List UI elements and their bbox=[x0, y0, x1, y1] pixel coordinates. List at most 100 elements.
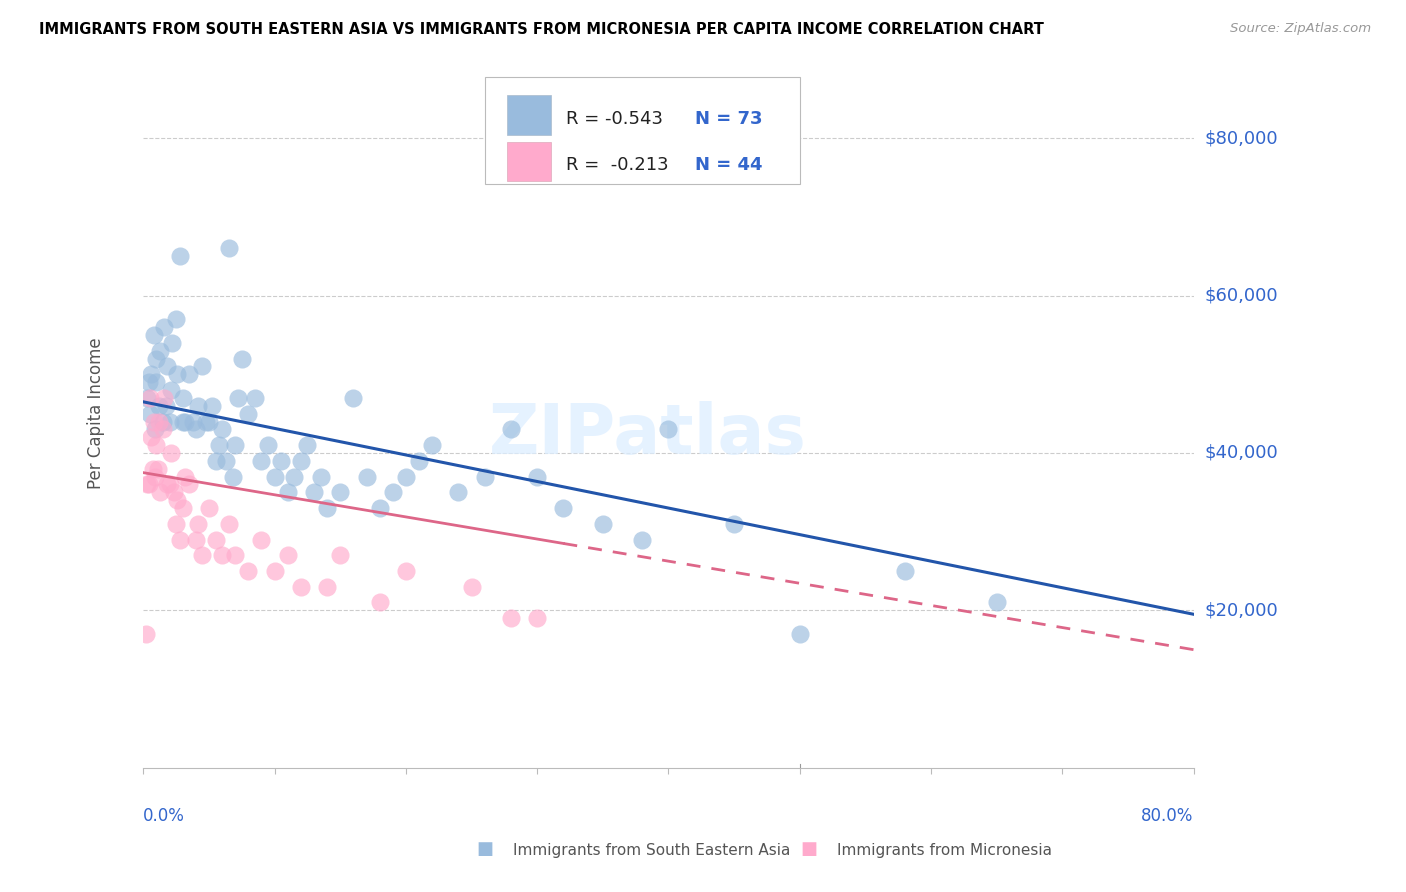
Point bbox=[238, 564, 260, 578]
Point bbox=[263, 469, 285, 483]
Point bbox=[204, 454, 226, 468]
Point bbox=[145, 351, 167, 366]
Text: ■: ■ bbox=[800, 840, 817, 858]
Point bbox=[136, 391, 159, 405]
Text: IMMIGRANTS FROM SOUTH EASTERN ASIA VS IMMIGRANTS FROM MICRONESIA PER CAPITA INCO: IMMIGRANTS FROM SOUTH EASTERN ASIA VS IM… bbox=[39, 22, 1045, 37]
Point bbox=[218, 516, 240, 531]
Point bbox=[198, 501, 221, 516]
Point bbox=[257, 438, 280, 452]
Text: 0.0%: 0.0% bbox=[143, 806, 186, 824]
Point bbox=[148, 415, 170, 429]
Point bbox=[181, 415, 204, 429]
Point bbox=[592, 516, 614, 531]
Point bbox=[160, 446, 183, 460]
Text: $80,000: $80,000 bbox=[1205, 129, 1278, 147]
Text: Source: ZipAtlas.com: Source: ZipAtlas.com bbox=[1230, 22, 1371, 36]
Point bbox=[368, 595, 391, 609]
Point bbox=[155, 399, 177, 413]
Point bbox=[277, 549, 299, 563]
Point bbox=[149, 343, 172, 358]
Text: R =  -0.213: R = -0.213 bbox=[565, 156, 668, 174]
Point bbox=[139, 391, 162, 405]
Point bbox=[986, 595, 1008, 609]
Point bbox=[395, 469, 418, 483]
Point bbox=[172, 391, 194, 405]
Point bbox=[145, 438, 167, 452]
Point bbox=[474, 469, 496, 483]
Point bbox=[224, 438, 246, 452]
Point bbox=[141, 461, 163, 475]
Point bbox=[208, 438, 231, 452]
Text: ■: ■ bbox=[477, 840, 494, 858]
Point bbox=[146, 461, 169, 475]
Point bbox=[290, 454, 312, 468]
Point bbox=[138, 375, 160, 389]
Text: $20,000: $20,000 bbox=[1205, 601, 1278, 619]
Text: $40,000: $40,000 bbox=[1205, 444, 1278, 462]
Point bbox=[316, 580, 339, 594]
Point bbox=[198, 415, 221, 429]
Point bbox=[526, 611, 548, 625]
Point bbox=[215, 454, 238, 468]
Point bbox=[789, 627, 811, 641]
FancyBboxPatch shape bbox=[485, 78, 800, 184]
Point bbox=[187, 516, 209, 531]
Point bbox=[139, 407, 162, 421]
Point bbox=[179, 477, 201, 491]
Point bbox=[316, 501, 339, 516]
Text: 80.0%: 80.0% bbox=[1142, 806, 1194, 824]
Point bbox=[141, 430, 163, 444]
Point bbox=[231, 351, 253, 366]
Point bbox=[309, 469, 332, 483]
Point bbox=[184, 533, 207, 547]
Point bbox=[302, 485, 325, 500]
Text: ZIPatlas: ZIPatlas bbox=[488, 401, 807, 468]
Point bbox=[460, 580, 482, 594]
Point bbox=[395, 564, 418, 578]
Point bbox=[263, 564, 285, 578]
Point bbox=[224, 549, 246, 563]
Text: Immigrants from South Eastern Asia: Immigrants from South Eastern Asia bbox=[513, 843, 790, 858]
Point bbox=[145, 375, 167, 389]
Point bbox=[187, 399, 209, 413]
Point bbox=[156, 477, 179, 491]
Point bbox=[356, 469, 378, 483]
Point bbox=[179, 368, 201, 382]
Point bbox=[499, 611, 522, 625]
Point bbox=[526, 469, 548, 483]
Point bbox=[657, 422, 679, 436]
Point bbox=[297, 438, 319, 452]
Point bbox=[142, 328, 165, 343]
Point bbox=[329, 549, 352, 563]
Point bbox=[553, 501, 575, 516]
Point bbox=[447, 485, 470, 500]
Point bbox=[283, 469, 305, 483]
Point bbox=[153, 391, 176, 405]
Point bbox=[152, 415, 174, 429]
Point bbox=[169, 533, 191, 547]
Point bbox=[162, 485, 184, 500]
Text: R = -0.543: R = -0.543 bbox=[565, 110, 662, 128]
Point bbox=[226, 391, 249, 405]
Text: N = 44: N = 44 bbox=[695, 156, 762, 174]
Point bbox=[166, 493, 188, 508]
Point bbox=[204, 533, 226, 547]
FancyBboxPatch shape bbox=[506, 142, 551, 181]
Point bbox=[238, 407, 260, 421]
Point bbox=[165, 312, 187, 326]
Point bbox=[153, 320, 176, 334]
Point bbox=[201, 399, 224, 413]
Point bbox=[156, 359, 179, 374]
Point bbox=[159, 477, 181, 491]
Point bbox=[381, 485, 404, 500]
FancyBboxPatch shape bbox=[506, 95, 551, 135]
Point bbox=[172, 415, 194, 429]
Point bbox=[174, 469, 197, 483]
Point bbox=[243, 391, 266, 405]
Point bbox=[277, 485, 299, 500]
Point bbox=[165, 516, 187, 531]
Point bbox=[250, 533, 273, 547]
Text: N = 73: N = 73 bbox=[695, 110, 762, 128]
Point bbox=[143, 469, 166, 483]
Point bbox=[136, 477, 159, 491]
